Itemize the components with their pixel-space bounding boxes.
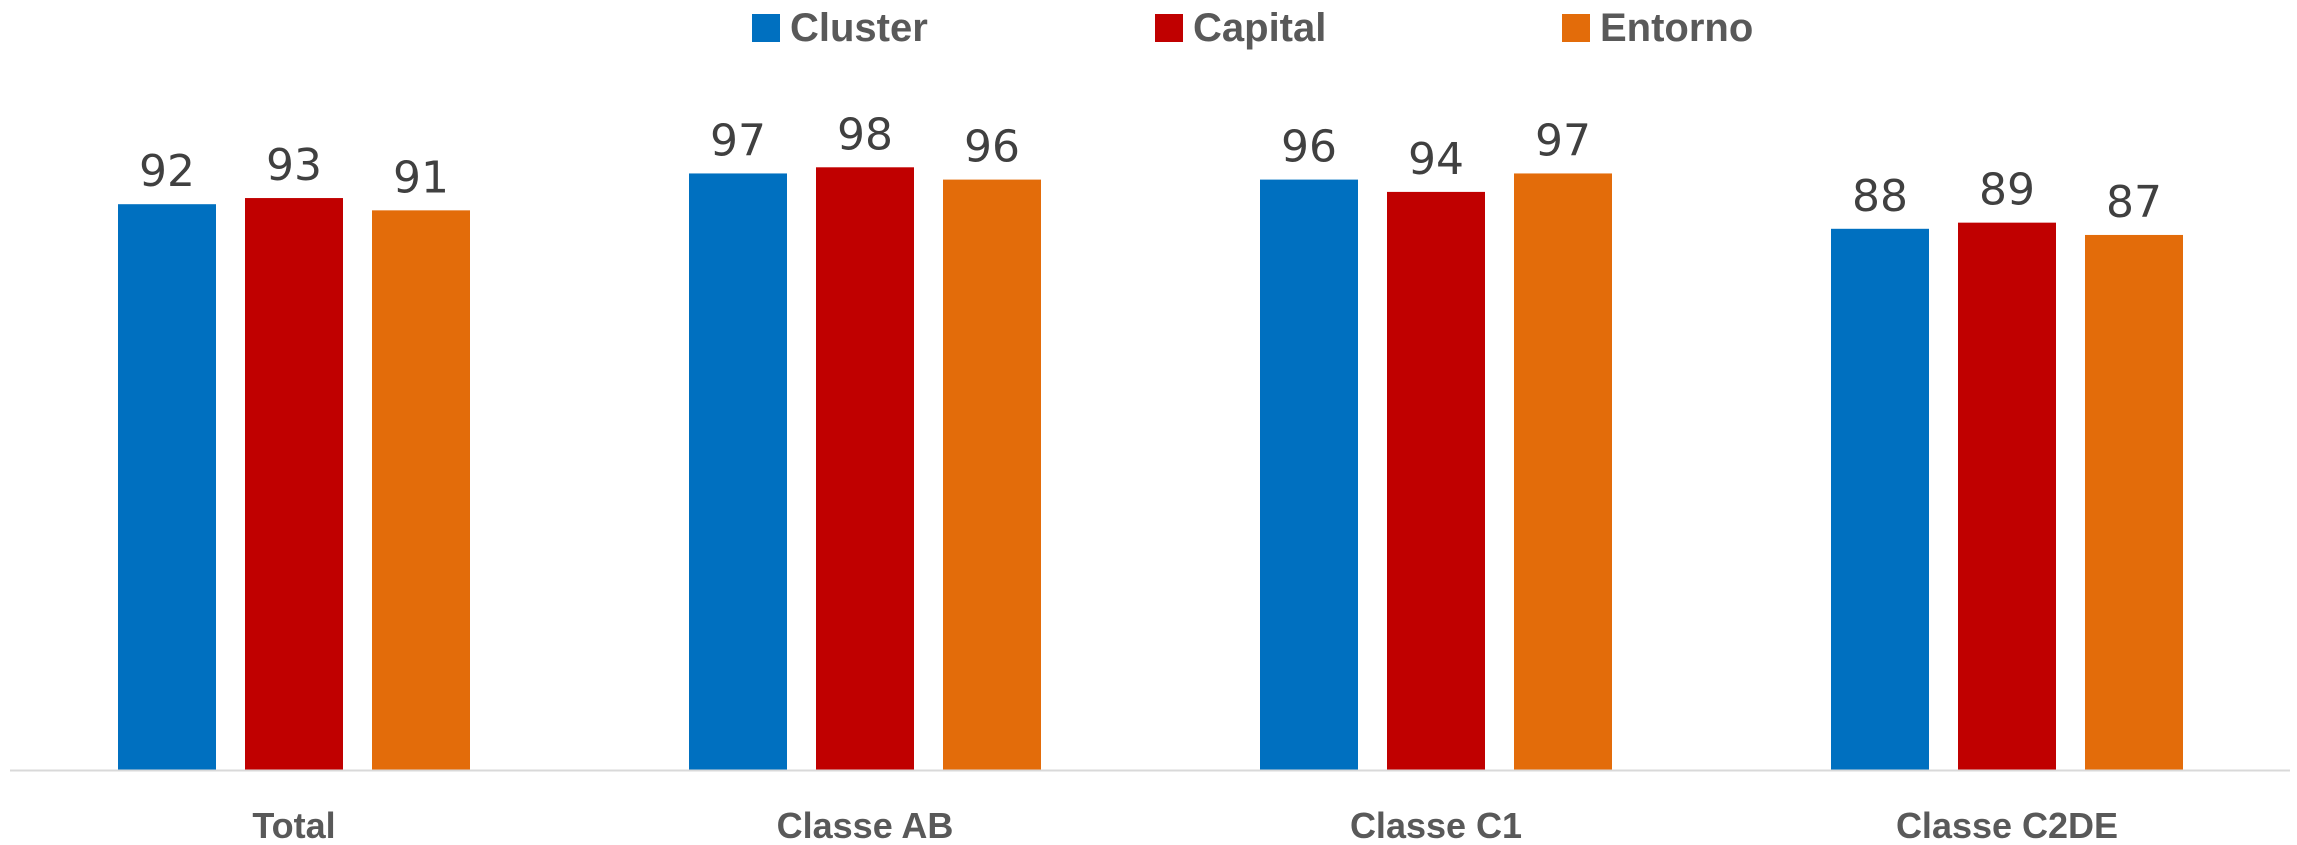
category-labels-group: Total Classe AB Classe C1 Classe C2DE bbox=[252, 805, 2118, 845]
bar-series-group bbox=[118, 167, 2183, 771]
category-label-total: Total bbox=[252, 805, 335, 845]
data-label-entorno-total: 91 bbox=[393, 152, 449, 203]
bar-entorno-classe-ab bbox=[943, 179, 1041, 771]
data-label-entorno-classe-ab: 96 bbox=[964, 122, 1020, 173]
legend-label-entorno: Entorno bbox=[1600, 6, 1753, 50]
bar-entorno-classe-c1 bbox=[1514, 173, 1612, 770]
data-label-entorno-classe-c2de: 87 bbox=[2106, 177, 2162, 228]
bar-capital-classe-ab bbox=[816, 167, 914, 771]
data-label-capital-total: 93 bbox=[266, 140, 322, 191]
bar-entorno-total bbox=[372, 210, 470, 771]
category-label-classe-ab: Classe AB bbox=[777, 805, 954, 845]
legend-label-capital: Capital bbox=[1193, 6, 1326, 50]
bar-capital-total bbox=[245, 198, 343, 771]
data-label-entorno-classe-c1: 97 bbox=[1535, 115, 1591, 166]
bar-cluster-total bbox=[118, 204, 216, 770]
category-label-classe-c2de: Classe C2DE bbox=[1896, 805, 2118, 845]
data-label-capital-classe-c1: 94 bbox=[1408, 134, 1464, 185]
bar-capital-classe-c1 bbox=[1387, 191, 1485, 770]
data-label-capital-classe-c2de: 89 bbox=[1979, 165, 2035, 216]
bar-cluster-classe-c1 bbox=[1260, 179, 1358, 771]
bar-cluster-classe-ab bbox=[689, 173, 787, 770]
data-label-cluster-classe-ab: 97 bbox=[710, 115, 766, 166]
data-label-capital-classe-ab: 98 bbox=[837, 109, 893, 160]
bar-entorno-classe-c2de bbox=[2085, 234, 2183, 770]
category-label-classe-c1: Classe C1 bbox=[1350, 805, 1522, 845]
legend-swatch-capital bbox=[1155, 14, 1183, 42]
bar-cluster-classe-c2de bbox=[1831, 228, 1929, 771]
bar-capital-classe-c2de bbox=[1958, 222, 2056, 770]
data-label-cluster-classe-c2de: 88 bbox=[1852, 171, 1908, 222]
legend-label-cluster: Cluster bbox=[790, 6, 928, 50]
data-label-cluster-total: 92 bbox=[139, 146, 195, 197]
legend-swatch-entorno bbox=[1562, 14, 1590, 42]
legend-swatch-cluster bbox=[752, 14, 780, 42]
data-labels-group: 92 93 91 97 98 96 96 94 97 88 89 87 bbox=[139, 109, 2162, 228]
chart-legend: Cluster Capital Entorno bbox=[752, 6, 1753, 50]
data-label-cluster-classe-c1: 96 bbox=[1281, 122, 1337, 173]
